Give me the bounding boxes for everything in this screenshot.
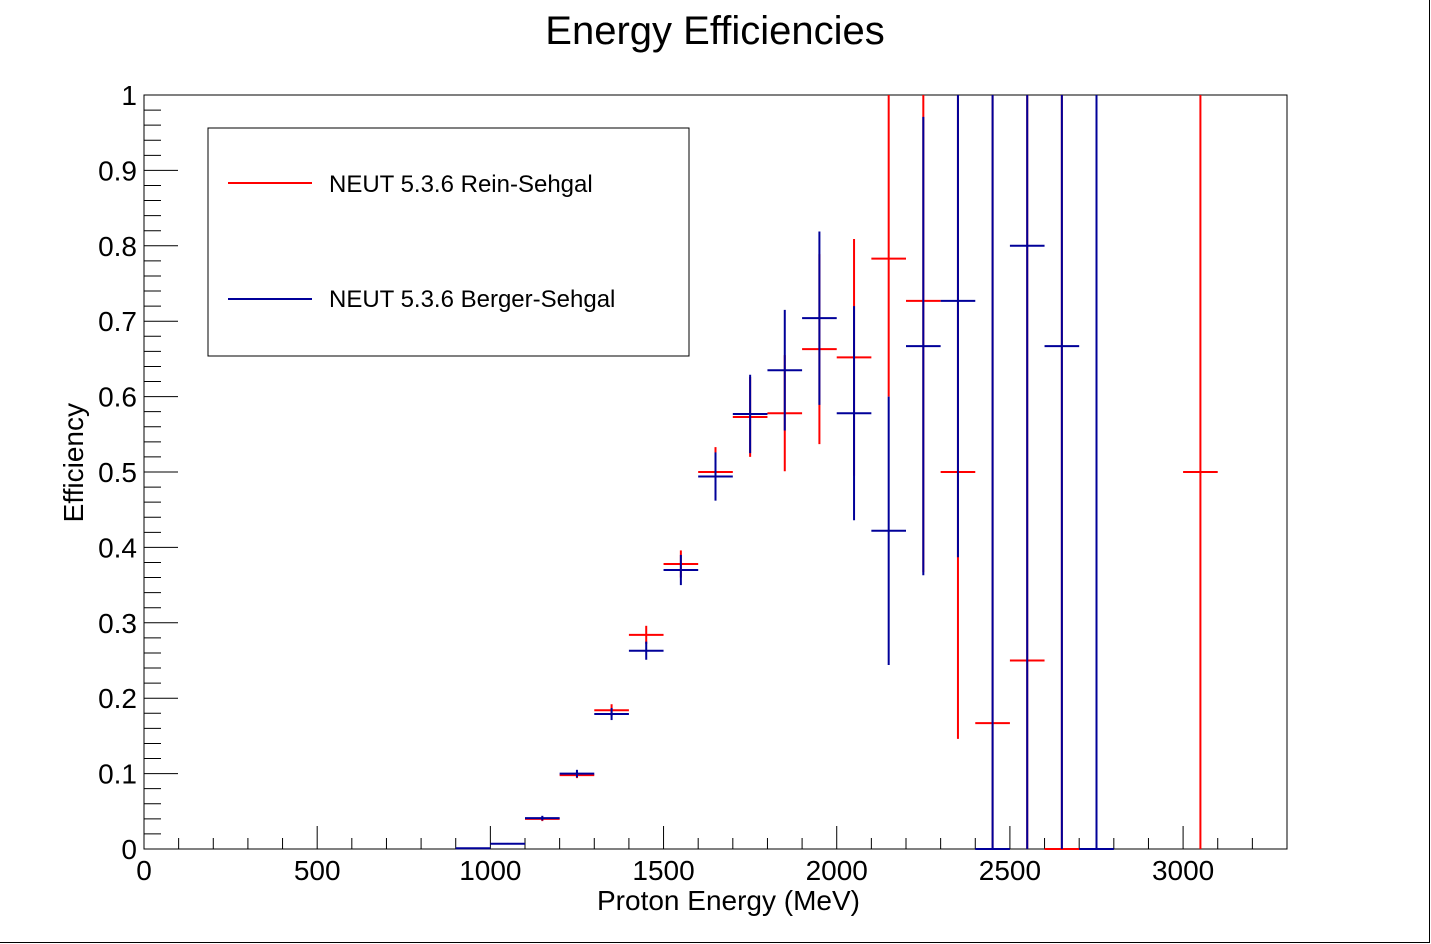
data-point (1044, 95, 1080, 849)
x-tick-label: 3000 (1152, 855, 1214, 886)
data-point (871, 95, 906, 397)
series-1 (455, 95, 1114, 850)
x-tick-label: 1000 (459, 855, 521, 886)
legend-label-rein-sehgal: NEUT 5.3.6 Rein-Sehgal (329, 171, 593, 198)
data-point (871, 396, 906, 666)
data-point (732, 374, 768, 454)
data-point (628, 625, 664, 644)
data-point (455, 847, 491, 850)
x-tick-label: 2500 (979, 855, 1041, 886)
data-point (906, 116, 941, 576)
data-point (525, 815, 560, 821)
y-tick-label: 0 (121, 834, 137, 865)
data-point (1079, 95, 1114, 850)
data-point (975, 95, 1010, 850)
x-tick-label: 1500 (632, 855, 694, 886)
y-tick-label: 1 (121, 80, 137, 111)
data-point (1009, 95, 1045, 849)
x-tick-label: 500 (294, 855, 341, 886)
y-tick-label: 0.4 (98, 532, 137, 563)
y-tick-label: 0.5 (98, 457, 137, 488)
x-tick-label: 2000 (806, 855, 868, 886)
data-point (802, 231, 837, 405)
data-point (767, 309, 803, 431)
axes: 0 0.1 0.2 0.3 0.4 0.5 0.6 0.7 0.8 0.9 1 0 500 1000 150… (98, 80, 1288, 886)
data-point (559, 769, 595, 778)
series-layer (455, 95, 1218, 850)
y-tick-label: 0.9 (98, 155, 137, 186)
data-point (1183, 95, 1218, 849)
y-tick-label: 0.7 (98, 306, 137, 337)
data-point (836, 306, 872, 521)
legend: NEUT 5.3.6 Rein-Sehgal NEUT 5.3.6 Berger… (207, 127, 690, 357)
legend-box (207, 127, 690, 357)
x-axis-label: Proton Energy (MeV) (597, 885, 860, 916)
data-point (940, 95, 976, 558)
data-point (663, 554, 699, 586)
y-tick-label: 0.3 (98, 608, 137, 639)
y-axis-label: Efficiency (58, 403, 89, 522)
x-tick-label: 0 (136, 855, 152, 886)
data-point (698, 452, 733, 501)
y-tick-label: 0.2 (98, 683, 137, 714)
y-tick-label: 0.8 (98, 231, 137, 262)
legend-label-berger-sehgal: NEUT 5.3.6 Berger-Sehgal (329, 286, 615, 313)
data-point (490, 842, 525, 845)
y-tick-label: 0.1 (98, 759, 137, 790)
data-point (628, 641, 664, 660)
y-tick-label: 0.6 (98, 382, 137, 413)
chart-title: Energy Efficiencies (545, 9, 884, 53)
data-point (594, 708, 629, 721)
